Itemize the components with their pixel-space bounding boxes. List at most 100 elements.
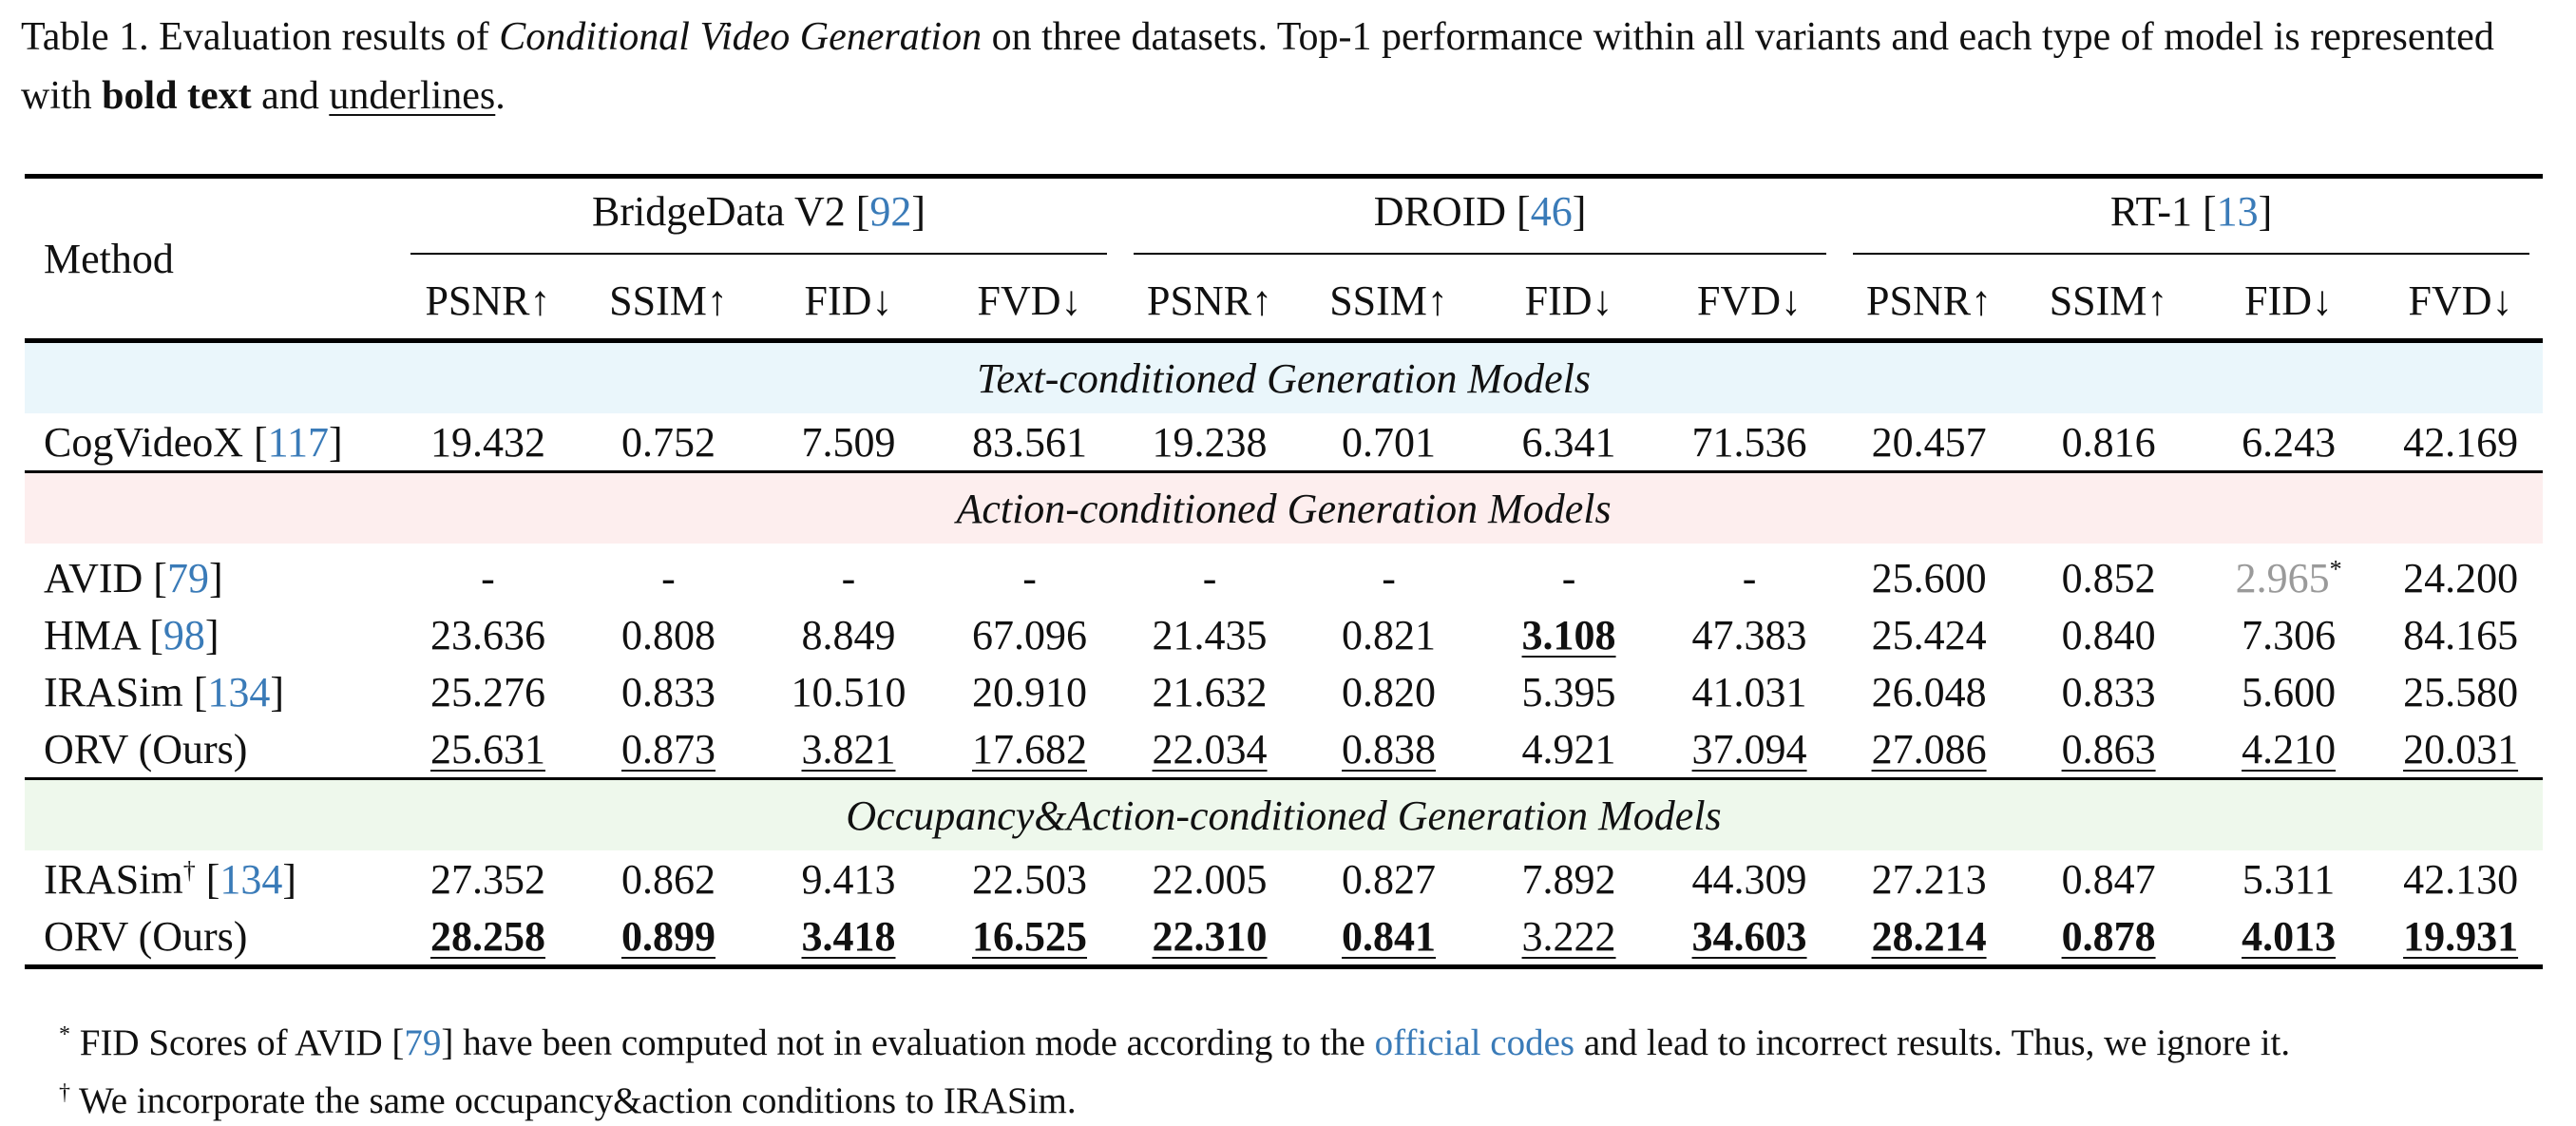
metric-cell: 2.965* <box>2199 544 2378 606</box>
ref-link[interactable]: 134 <box>207 668 271 716</box>
ref-link[interactable]: 98 <box>162 611 205 658</box>
metric-cell: 42.130 <box>2378 850 2543 907</box>
metric-value: 0.833 <box>621 668 716 716</box>
metric-value: 24.200 <box>2403 554 2519 601</box>
method-name: IRASim [134] <box>25 663 397 720</box>
metric-value: 42.130 <box>2403 855 2519 903</box>
metric-value: 34.603 <box>1691 912 1807 960</box>
metric-cell: 41.031 <box>1659 663 1840 720</box>
method-ref-close: ] <box>204 611 219 658</box>
section-title: Action-conditioned Generation Models <box>25 470 2544 544</box>
group-droid-close: ] <box>1572 187 1587 235</box>
metric-value: 17.682 <box>972 725 1088 773</box>
results-table-wrap: Method BridgeData V2 [92] DROID [46] RT-… <box>25 174 2544 969</box>
metric-cell: 17.682 <box>939 720 1120 779</box>
metric-value: 20.457 <box>1871 418 1987 466</box>
metric-cell: 0.847 <box>2018 850 2199 907</box>
metric-value: 26.048 <box>1871 668 1987 716</box>
metric-value: 47.383 <box>1691 611 1807 658</box>
footnote-text: and lead to incorrect results. Thus, we … <box>1574 1022 2291 1063</box>
metric-cell: 7.509 <box>758 413 939 472</box>
metric-cell: 26.048 <box>1840 663 2018 720</box>
metric-cell: 0.863 <box>2018 720 2199 779</box>
metric-header: FID↓ <box>758 262 939 343</box>
metric-cell: 0.752 <box>579 413 758 472</box>
metric-cell: 0.820 <box>1299 663 1479 720</box>
metric-value: 25.600 <box>1871 554 1987 601</box>
metric-header: SSIM↑ <box>1299 262 1479 343</box>
ref-link[interactable]: 13 <box>2216 187 2259 235</box>
metric-value: 4.013 <box>2242 912 2337 960</box>
table-row: HMA [98] 23.636 0.808 8.849 67.096 21.435 0.8… <box>25 606 2543 663</box>
metric-cell: 83.561 <box>939 413 1120 472</box>
metric-cell: 22.005 <box>1120 850 1299 907</box>
metric-value: 27.086 <box>1871 725 1987 773</box>
caption-bold: bold text <box>102 74 252 118</box>
metric-cell: 0.827 <box>1299 850 1479 907</box>
dagger-mark: † <box>182 855 196 884</box>
caption-suffix: . <box>495 74 506 118</box>
metric-cell: 6.341 <box>1479 413 1659 472</box>
official-codes-link[interactable]: official codes <box>1374 1022 1575 1063</box>
metric-cell: 37.094 <box>1659 720 1840 779</box>
metric-cell: 25.631 <box>397 720 579 779</box>
metric-value: - <box>1022 554 1037 601</box>
metric-cell: 7.892 <box>1479 850 1659 907</box>
metric-value: 0.821 <box>1342 611 1437 658</box>
metric-header: FVD↓ <box>2378 262 2544 343</box>
ref-link[interactable]: 46 <box>1530 187 1573 235</box>
metric-header: FID↓ <box>1479 262 1660 343</box>
metric-value: 5.395 <box>1521 668 1616 716</box>
metric-value: - <box>1742 554 1757 601</box>
metric-cell: 4.210 <box>2199 720 2378 779</box>
metric-cell: 19.432 <box>397 413 579 472</box>
ref-link[interactable]: 117 <box>267 418 330 466</box>
metric-cell: - <box>579 544 758 606</box>
metric-value: 22.310 <box>1152 912 1268 960</box>
section-title: Occupancy&Action-conditioned Generation … <box>25 777 2544 850</box>
ref-link[interactable]: 134 <box>219 855 283 903</box>
metric-value: 3.108 <box>1521 611 1616 658</box>
metric-value: 20.910 <box>972 668 1088 716</box>
metric-cell: 28.258 <box>397 907 579 969</box>
metric-cell: 84.165 <box>2378 606 2543 663</box>
metric-value: 28.258 <box>430 912 545 960</box>
metric-cell: 42.169 <box>2378 413 2543 472</box>
table-row: AVID [79] - - - - - - - - 25.600 0.852 2.965* 24.20… <box>25 544 2543 606</box>
metric-value: 0.863 <box>2061 725 2156 773</box>
metric-value: 0.701 <box>1342 418 1437 466</box>
caption-prefix: Table 1. Evaluation results of <box>21 15 500 59</box>
metric-cell: 20.457 <box>1840 413 2018 472</box>
metric-cell: - <box>758 544 939 606</box>
metric-value: 83.561 <box>972 418 1088 466</box>
metric-cell: 6.243 <box>2199 413 2378 472</box>
ref-link[interactable]: 79 <box>166 554 209 601</box>
metric-value: 0.878 <box>2061 912 2156 960</box>
method-ref-open: [ <box>195 855 220 903</box>
section-header-action: Action-conditioned Generation Models <box>25 470 2544 544</box>
metric-cell: 0.862 <box>579 850 758 907</box>
metric-cell: 21.632 <box>1120 663 1299 720</box>
metric-cell: 8.849 <box>758 606 939 663</box>
ref-link[interactable]: 92 <box>869 187 912 235</box>
metric-cell: 71.536 <box>1659 413 1840 472</box>
metric-value: 0.833 <box>2061 668 2156 716</box>
group-rt1: RT-1 [13] <box>1840 174 2544 262</box>
metric-value: 25.276 <box>430 668 545 716</box>
caption-and: and <box>251 74 330 118</box>
metric-value: 7.306 <box>2242 611 2337 658</box>
metric-value: 5.600 <box>2242 668 2337 716</box>
method-name: ORV (Ours) <box>25 907 397 969</box>
method-ref-close: ] <box>208 554 223 601</box>
group-droid-name: DROID [ <box>1373 187 1531 235</box>
ref-link[interactable]: 79 <box>404 1022 442 1063</box>
metric-cell: 22.310 <box>1120 907 1300 969</box>
metric-value: 21.435 <box>1152 611 1268 658</box>
metric-value: - <box>1561 554 1576 601</box>
metric-cell: 25.600 <box>1840 544 2018 606</box>
metric-header: SSIM↑ <box>2018 262 2200 343</box>
metric-value: 0.852 <box>2061 554 2156 601</box>
metric-cell: 9.413 <box>758 850 939 907</box>
metric-value: 6.243 <box>2242 418 2337 466</box>
method-label: IRASim [ <box>44 668 208 716</box>
